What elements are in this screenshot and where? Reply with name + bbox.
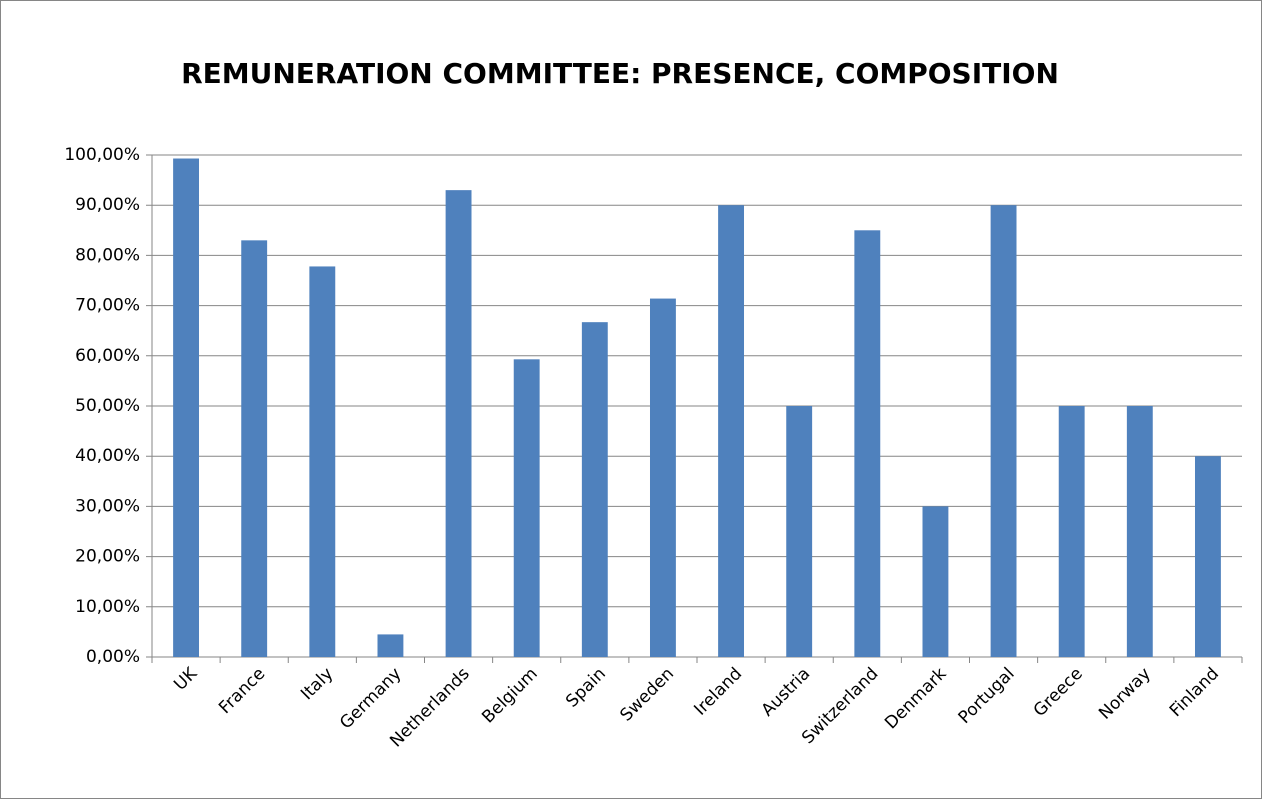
- bar: [1058, 406, 1085, 657]
- y-tick-label: 0,00%: [86, 647, 140, 667]
- y-tick-label: 10,00%: [75, 597, 140, 617]
- y-tick-label: 30,00%: [75, 496, 140, 516]
- y-tick-label: 20,00%: [75, 547, 140, 567]
- bar: [377, 634, 404, 657]
- y-tick-label: 70,00%: [75, 296, 140, 316]
- y-tick-label: 50,00%: [75, 396, 140, 416]
- bar: [922, 506, 949, 657]
- bar: [1126, 406, 1153, 657]
- y-tick-label: 100,00%: [64, 145, 140, 165]
- bar: [581, 322, 608, 657]
- y-tick-label: 40,00%: [75, 446, 140, 466]
- y-tick-label: 80,00%: [75, 245, 140, 265]
- bar: [990, 205, 1017, 657]
- chart-title: REMUNERATION COMMITTEE: PRESENCE, COMPOS…: [181, 57, 1059, 90]
- y-tick-label: 60,00%: [75, 346, 140, 366]
- y-tick-label: 90,00%: [75, 195, 140, 215]
- bar: [445, 190, 472, 657]
- bar: [786, 406, 813, 657]
- bar: [1194, 456, 1221, 657]
- bar: [718, 205, 745, 657]
- bar: [854, 230, 881, 658]
- bar: [649, 298, 676, 657]
- bar: [173, 158, 200, 657]
- bar: [513, 359, 540, 657]
- bar: [309, 266, 336, 657]
- bar: [241, 240, 268, 657]
